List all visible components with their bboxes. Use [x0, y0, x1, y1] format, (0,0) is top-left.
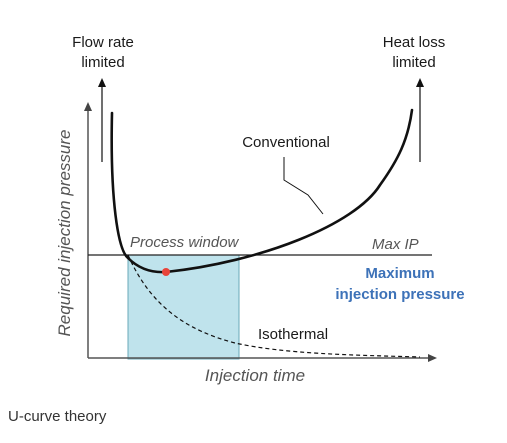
figure-caption: U-curve theory [8, 408, 107, 425]
u-curve-diagram: Flow rate limited Heat loss limited Conv… [55, 34, 465, 385]
process-window-label: Process window [130, 234, 240, 251]
conventional-leader-line [283, 157, 324, 215]
conventional-curve [110, 108, 414, 274]
isothermal-curve [127, 254, 421, 358]
conventional-label: Conventional [242, 134, 330, 151]
max-pressure-label-line2: injection pressure [335, 286, 464, 303]
flow-rate-label-line2: limited [81, 54, 124, 71]
x-axis-label: Injection time [205, 366, 305, 385]
max-pressure-label-line1: Maximum [365, 265, 434, 282]
process-window-region [127, 254, 240, 360]
heat-loss-label-line1: Heat loss [383, 34, 446, 51]
y-axis-label: Required injection pressure [55, 130, 74, 337]
isothermal-label: Isothermal [258, 326, 328, 343]
max-ip-label: Max IP [372, 236, 419, 253]
optimum-point [162, 268, 170, 276]
flow-rate-label-line1: Flow rate [72, 34, 134, 51]
heat-loss-label-line2: limited [392, 54, 435, 71]
